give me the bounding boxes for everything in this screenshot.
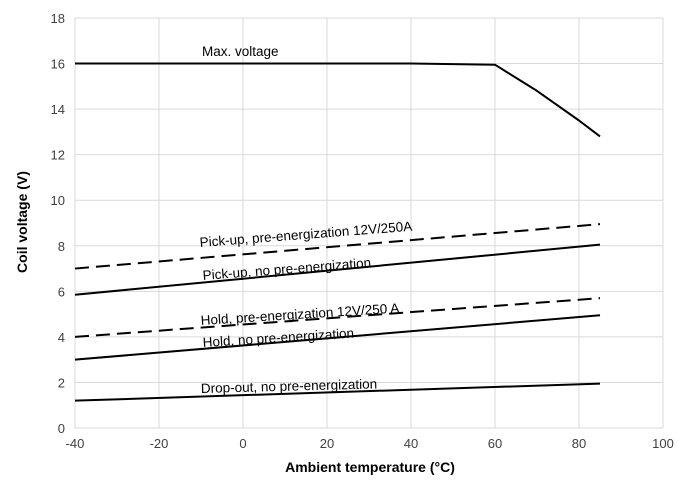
x-tick-labels: -40 -20 0 20 40 60 80 100 xyxy=(66,436,674,451)
y-tick-label: 4 xyxy=(58,330,65,345)
y-tick-label: 10 xyxy=(51,193,65,208)
x-tick-label: 0 xyxy=(239,436,246,451)
x-tick-label: 100 xyxy=(652,436,674,451)
x-tick-label: 20 xyxy=(320,436,334,451)
series-line-0 xyxy=(75,62,601,138)
series-line-5 xyxy=(74,382,601,402)
series-label-5: Drop-out, no pre-energization xyxy=(201,376,378,396)
y-tick-label: 6 xyxy=(58,284,65,299)
series-label-2: Pick-up, no pre-energization xyxy=(202,255,371,283)
series-label-4: Hold, no pre-energization xyxy=(202,326,354,350)
y-axis-title: Coil voltage (V) xyxy=(14,171,30,273)
series-line-4 xyxy=(74,314,601,361)
y-tick-labels: 0 2 4 6 8 10 12 14 16 18 xyxy=(51,11,65,436)
x-tick-label: 80 xyxy=(572,436,586,451)
x-axis-title: Ambient temperature (°C) xyxy=(285,459,455,475)
y-tick-label: 2 xyxy=(58,375,65,390)
series-label-0: Max. voltage xyxy=(202,44,279,59)
series-lines xyxy=(74,62,601,402)
x-tick-label: -20 xyxy=(150,436,169,451)
series-line-2 xyxy=(74,243,601,296)
x-tick-label: 60 xyxy=(488,436,502,451)
y-tick-label: 18 xyxy=(51,11,65,26)
y-tick-label: 14 xyxy=(51,102,65,117)
series-label-3: Hold, pre-energization 12V/250 A xyxy=(200,301,399,328)
series-line-3 xyxy=(74,297,601,338)
x-tick-label: 40 xyxy=(404,436,418,451)
series-line-1 xyxy=(74,223,601,270)
y-tick-label: 12 xyxy=(51,148,65,163)
y-tick-label: 8 xyxy=(58,239,65,254)
x-tick-label: -40 xyxy=(66,436,85,451)
y-tick-label: 0 xyxy=(58,421,65,436)
y-tick-label: 16 xyxy=(51,57,65,72)
